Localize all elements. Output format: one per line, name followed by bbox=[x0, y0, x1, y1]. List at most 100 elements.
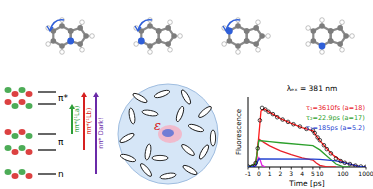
carbon bbox=[328, 28, 334, 34]
data-point bbox=[348, 162, 352, 166]
carbon bbox=[59, 43, 65, 49]
hydrogen bbox=[60, 50, 65, 55]
orbital-lobe bbox=[12, 91, 19, 97]
carbon bbox=[147, 23, 153, 29]
carbon bbox=[165, 25, 171, 31]
nitrogen bbox=[319, 43, 326, 50]
carbon bbox=[147, 43, 153, 49]
hydrogen bbox=[148, 50, 153, 55]
arrow-head bbox=[223, 26, 229, 31]
hydrogen bbox=[256, 20, 261, 25]
orbital-lobe bbox=[12, 149, 19, 155]
carbon bbox=[311, 28, 317, 34]
orbital-lobe bbox=[26, 103, 33, 109]
solvent-molecule bbox=[132, 92, 148, 105]
data-point bbox=[329, 152, 333, 156]
carbon bbox=[328, 38, 334, 44]
carbon bbox=[227, 38, 233, 44]
molecule bbox=[222, 18, 271, 55]
orbital-lobe bbox=[12, 103, 19, 109]
solvent-shell bbox=[118, 84, 218, 184]
solvent-molecule bbox=[182, 164, 198, 177]
hydrogen bbox=[236, 50, 241, 55]
carbon bbox=[253, 41, 259, 47]
arrow-head bbox=[47, 26, 53, 31]
carbon bbox=[235, 23, 241, 29]
carbon bbox=[244, 28, 250, 34]
decay-chart: -1012345101001000Time [ps]Fluorescenceλₑ… bbox=[235, 84, 373, 188]
solvent-molecule bbox=[144, 144, 152, 161]
orbital-lobe bbox=[19, 99, 26, 105]
orbital-lobe bbox=[19, 169, 26, 175]
data-point bbox=[264, 108, 268, 112]
orbital-lobe bbox=[19, 145, 26, 151]
orbital-lobe bbox=[19, 129, 26, 135]
data-point bbox=[256, 147, 260, 151]
carbon bbox=[156, 28, 162, 34]
hydrogen bbox=[256, 47, 261, 52]
solvent-molecule bbox=[197, 105, 213, 119]
carbon bbox=[171, 33, 177, 39]
x-tick-label: 3 bbox=[289, 170, 293, 177]
carbon bbox=[59, 23, 65, 29]
solvent-molecule bbox=[120, 153, 137, 163]
graphical-abstract: π*πnππ*(¹La)ππ*(¹Lb)nπ* Dark!ε-101234510… bbox=[0, 0, 373, 189]
orbital-lobe bbox=[12, 133, 19, 139]
carbon bbox=[311, 38, 317, 44]
solvent-molecule bbox=[210, 130, 215, 146]
solvent-molecule bbox=[139, 162, 153, 178]
level bbox=[38, 91, 56, 92]
component-line bbox=[248, 141, 350, 167]
orbital-lobe bbox=[5, 145, 12, 151]
orbital-lobe bbox=[5, 169, 12, 175]
data-point bbox=[322, 143, 326, 147]
data-point bbox=[364, 165, 366, 167]
x-tick-label: 4 bbox=[300, 170, 304, 177]
molecule bbox=[134, 18, 183, 55]
molecule bbox=[46, 18, 95, 55]
nitrogen bbox=[138, 38, 145, 45]
transition-label: nπ* Dark! bbox=[97, 117, 105, 148]
hydrogen bbox=[134, 42, 139, 47]
orbital-lobe bbox=[26, 149, 33, 155]
solute-density bbox=[158, 125, 182, 143]
carbon bbox=[139, 38, 145, 44]
carbon bbox=[68, 28, 74, 34]
hydrogen bbox=[178, 34, 183, 39]
hydrogen bbox=[90, 34, 95, 39]
level-label: π bbox=[58, 137, 64, 147]
orbital-lobe bbox=[26, 91, 33, 97]
carbon bbox=[259, 33, 265, 39]
x-tick-label: 2 bbox=[279, 170, 283, 177]
solvent-molecule bbox=[119, 132, 135, 145]
data-point bbox=[334, 157, 338, 161]
hydrogen bbox=[306, 42, 311, 47]
legend-entry: τ₁=3610fs (a=18) bbox=[306, 104, 365, 112]
hydrogen bbox=[46, 42, 51, 47]
orbital-lobe bbox=[5, 87, 12, 93]
level bbox=[38, 173, 56, 174]
x-tick-label: 1000 bbox=[358, 170, 373, 177]
carbon bbox=[244, 28, 250, 34]
data-point bbox=[325, 147, 329, 151]
carbon bbox=[253, 25, 259, 31]
x-tick-label: 10 bbox=[316, 170, 324, 177]
orbital-lobe bbox=[12, 173, 19, 179]
carbon bbox=[68, 28, 74, 34]
level-label: n bbox=[58, 169, 64, 179]
carbon bbox=[235, 43, 241, 49]
solute-density bbox=[162, 129, 174, 137]
carbon bbox=[156, 38, 162, 44]
data-point bbox=[286, 120, 290, 124]
hydrogen bbox=[320, 50, 325, 55]
carbon bbox=[337, 25, 343, 31]
hydrogen bbox=[350, 34, 355, 39]
molecule bbox=[306, 18, 355, 55]
x-tick-label: 1 bbox=[268, 170, 272, 177]
carbon bbox=[244, 38, 250, 44]
orbital-lobe bbox=[5, 129, 12, 135]
legend-entry: τ₂=22.9ps (a=17) bbox=[306, 114, 365, 122]
carbon bbox=[83, 33, 89, 39]
carbon bbox=[156, 38, 162, 44]
data-point bbox=[271, 112, 275, 116]
